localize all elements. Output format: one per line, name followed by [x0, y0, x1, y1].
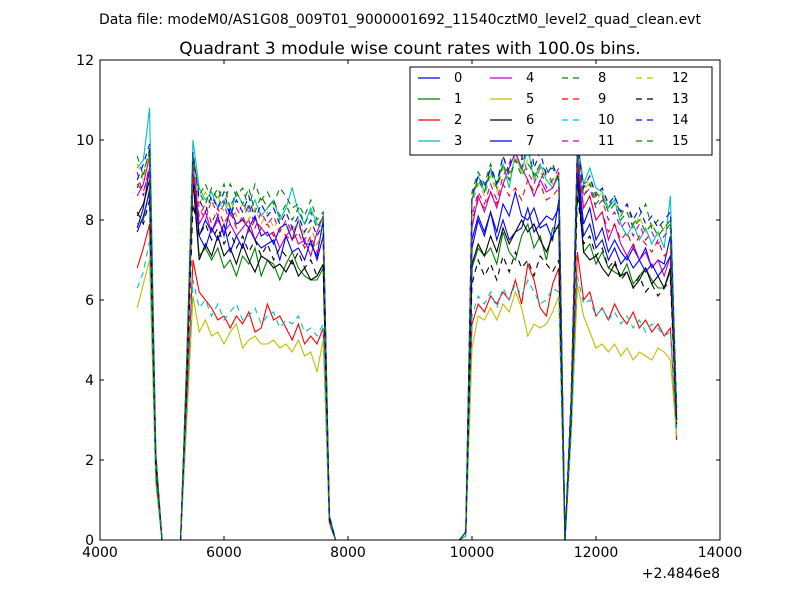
series-line-9: [136, 163, 678, 540]
y-tick-label: 2: [85, 453, 94, 469]
y-tick-label: 4: [85, 373, 94, 389]
legend-label-2: 2: [454, 113, 462, 128]
series-line-4: [136, 150, 678, 540]
x-tick-label: 6000: [206, 545, 242, 561]
legend-label-1: 1: [454, 92, 462, 107]
series-line-0: [136, 155, 678, 540]
x-tick-label: 14000: [698, 545, 743, 561]
series-line-15: [136, 151, 678, 540]
legend-label-5: 5: [526, 92, 534, 107]
y-tick-label: 0: [85, 533, 94, 549]
legend-label-8: 8: [598, 71, 606, 86]
series-line-1: [136, 175, 678, 540]
x-tick-label: 10000: [450, 545, 495, 561]
x-tick-label: 12000: [574, 545, 619, 561]
legend-label-0: 0: [454, 71, 462, 86]
y-tick-label: 8: [85, 213, 94, 229]
series-line-11: [136, 142, 678, 540]
series-layer: [136, 107, 678, 540]
series-line-6: [136, 175, 678, 540]
legend-label-9: 9: [598, 92, 606, 107]
legend-label-4: 4: [526, 71, 534, 86]
series-line-12: [136, 143, 678, 540]
y-tick-label: 12: [76, 53, 94, 69]
y-tick-label: 6: [85, 293, 94, 309]
series-line-2: [136, 223, 678, 540]
x-tick-label: 4000: [82, 545, 118, 561]
legend-label-15: 15: [672, 134, 689, 149]
x-tick-label: 8000: [330, 545, 366, 561]
x-offset-label: +2.4846e8: [642, 566, 720, 582]
series-line-10: [136, 239, 678, 540]
series-line-7: [136, 167, 678, 540]
figure-suptitle: Data file: modeM0/AS1G08_009T01_90000016…: [99, 12, 701, 28]
legend-label-14: 14: [672, 113, 689, 128]
legend-label-13: 13: [672, 92, 689, 107]
legend-label-7: 7: [526, 134, 534, 149]
y-tick-label: 10: [76, 133, 94, 149]
legend-label-3: 3: [454, 134, 462, 149]
legend-label-11: 11: [598, 134, 615, 149]
series-line-5: [136, 259, 678, 540]
series-line-3: [136, 107, 678, 540]
legend-frame: [409, 66, 713, 156]
chart-title: Quadrant 3 module wise count rates with …: [179, 39, 640, 59]
legend-label-12: 12: [672, 71, 689, 86]
legend-label-10: 10: [598, 113, 615, 128]
legend-label-6: 6: [526, 113, 534, 128]
